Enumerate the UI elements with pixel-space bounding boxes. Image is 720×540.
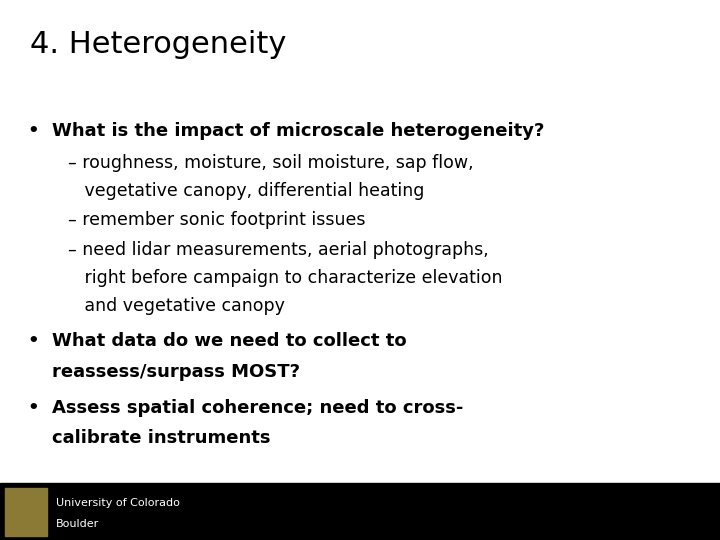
Text: What data do we need to collect to: What data do we need to collect to xyxy=(52,333,407,350)
Text: calibrate instruments: calibrate instruments xyxy=(52,429,270,447)
Text: University of Colorado: University of Colorado xyxy=(56,498,180,508)
Bar xyxy=(0,483,720,540)
Text: vegetative canopy, differential heating: vegetative canopy, differential heating xyxy=(68,182,425,200)
Text: Boulder: Boulder xyxy=(56,519,99,529)
Text: right before campaign to characterize elevation: right before campaign to characterize el… xyxy=(68,269,503,287)
Text: – roughness, moisture, soil moisture, sap flow,: – roughness, moisture, soil moisture, sa… xyxy=(68,154,474,172)
Text: reassess/surpass MOST?: reassess/surpass MOST? xyxy=(52,363,300,381)
Text: What is the impact of microscale heterogeneity?: What is the impact of microscale heterog… xyxy=(52,122,544,139)
Bar xyxy=(5,488,47,536)
Text: •: • xyxy=(27,122,39,139)
Text: •: • xyxy=(27,399,39,416)
Text: – need lidar measurements, aerial photographs,: – need lidar measurements, aerial photog… xyxy=(68,241,489,259)
Text: •: • xyxy=(27,333,39,350)
Text: and vegetative canopy: and vegetative canopy xyxy=(68,297,285,315)
Text: Assess spatial coherence; need to cross-: Assess spatial coherence; need to cross- xyxy=(52,399,463,416)
Text: 4. Heterogeneity: 4. Heterogeneity xyxy=(30,30,287,59)
Text: – remember sonic footprint issues: – remember sonic footprint issues xyxy=(68,211,366,230)
